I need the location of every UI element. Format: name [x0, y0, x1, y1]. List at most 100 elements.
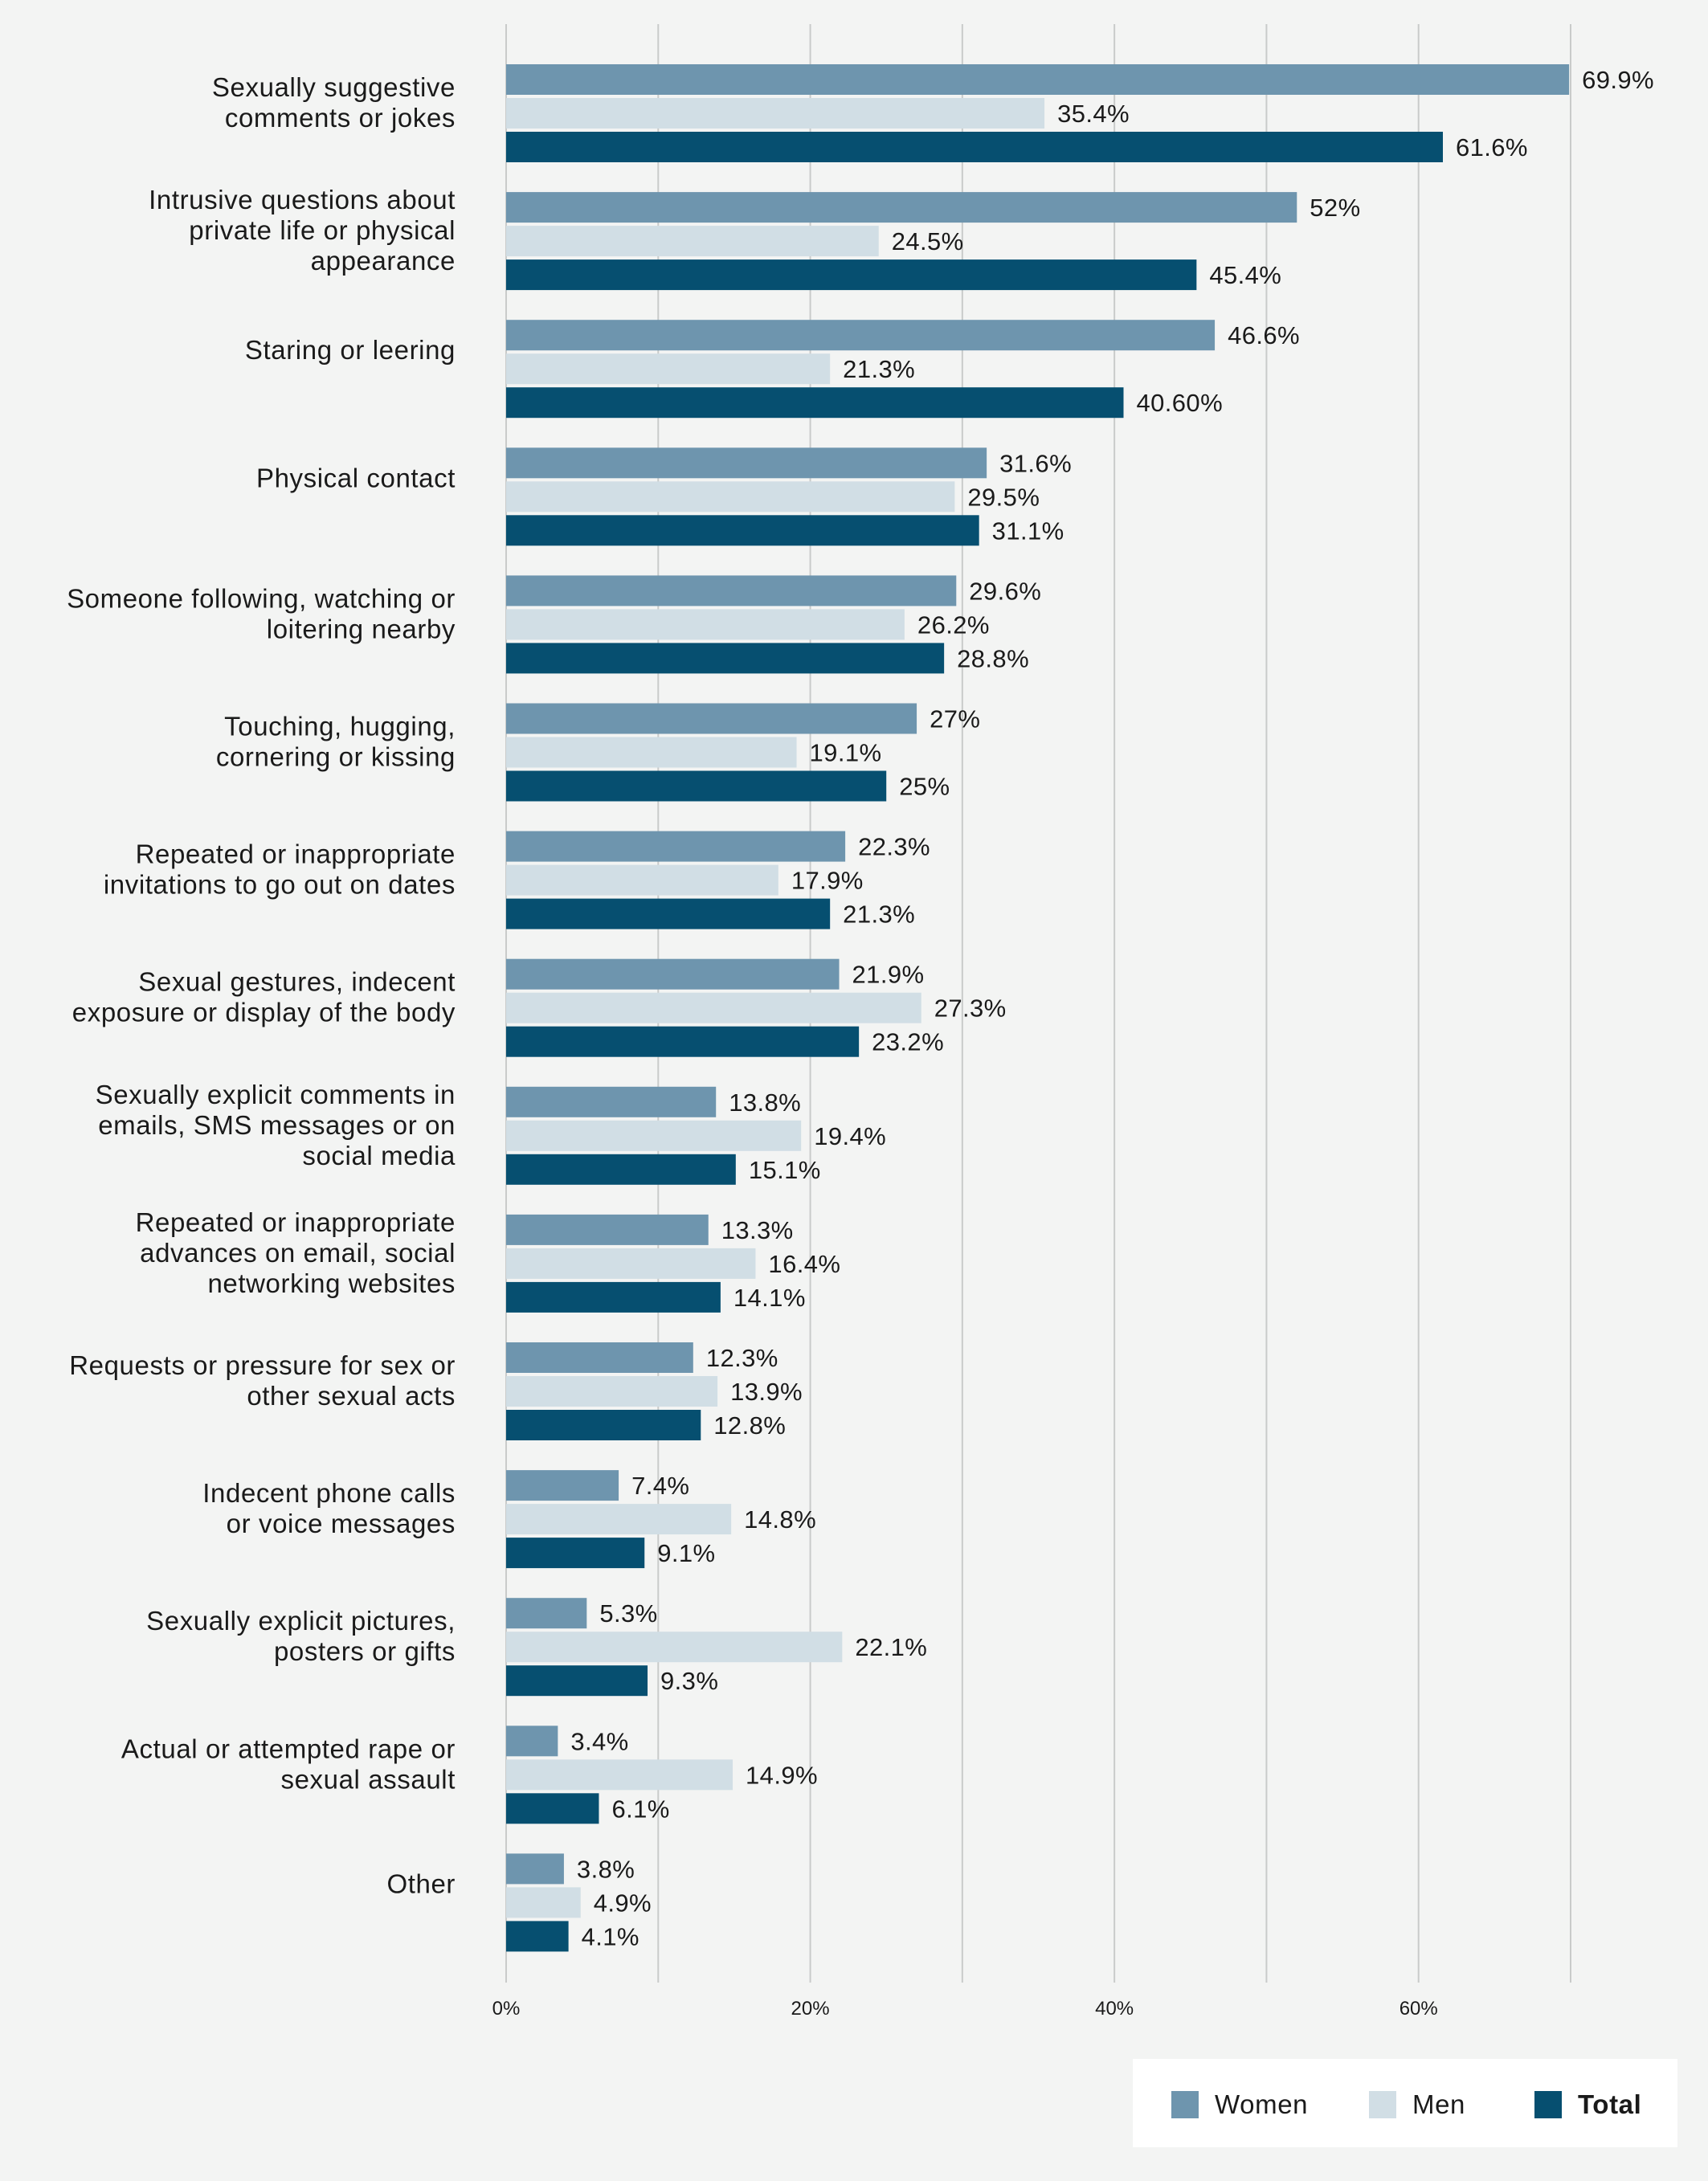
bar-total: [506, 1921, 569, 1952]
bar-total: [506, 1538, 645, 1569]
value-label-total: 28.8%: [957, 644, 1029, 672]
value-label-women: 52%: [1310, 194, 1360, 222]
x-tick-label: 0%: [492, 1998, 521, 2020]
x-axis-ticks: 0% 20% 40% 60%: [492, 1998, 1438, 2020]
value-label-total: 12.8%: [713, 1411, 786, 1440]
value-label-women: 3.8%: [577, 1855, 635, 1883]
bar-men: [506, 992, 921, 1023]
category-label-line: networking websites: [207, 1268, 456, 1298]
bar-men: [506, 1759, 733, 1791]
bar-women: [506, 1342, 693, 1373]
value-label-men: 13.9%: [730, 1378, 803, 1406]
bar-women: [506, 703, 917, 734]
value-label-men: 19.4%: [814, 1122, 886, 1150]
category-label-line: cornering or kissing: [216, 742, 456, 772]
x-tick-label: 60%: [1399, 1998, 1438, 2020]
value-label-total: 9.1%: [657, 1539, 715, 1567]
category-label: Other: [386, 1869, 456, 1898]
value-label-men: 27.3%: [934, 995, 1007, 1023]
bar-total: [506, 898, 831, 929]
bar-total: [506, 1665, 648, 1697]
category-label-line: loitering nearby: [267, 614, 456, 643]
legend-label-total: Total: [1578, 2089, 1641, 2119]
value-label-women: 3.4%: [570, 1727, 628, 1755]
bar-women: [506, 575, 957, 607]
category-label: Sexually explicit pictures, posters or gi…: [146, 1606, 456, 1666]
category-label: Touching, hugging, cornering or kissing: [216, 712, 456, 772]
bar-total: [506, 1026, 860, 1057]
value-label-men: 35.4%: [1057, 100, 1130, 128]
bar-women: [506, 831, 846, 862]
category-label-line: exposure or display of the body: [72, 998, 456, 1027]
category-label-line: Other: [386, 1869, 456, 1898]
bar-total: [506, 1793, 599, 1824]
category-label-line: Touching, hugging,: [224, 712, 456, 741]
category-label-line: Intrusive questions about: [149, 185, 456, 214]
bar-women: [506, 1470, 619, 1501]
category-label-line: or voice messages: [227, 1509, 456, 1538]
category-label-line: Physical contact: [256, 463, 456, 492]
value-label-women: 46.6%: [1228, 321, 1300, 349]
legend: Women Men Total: [1133, 2059, 1677, 2147]
value-label-total: 6.1%: [611, 1795, 669, 1823]
bar-men: [506, 609, 905, 640]
value-label-men: 14.8%: [744, 1505, 816, 1534]
category-label-line: Sexually explicit comments in: [96, 1080, 456, 1109]
bar-men: [506, 1120, 802, 1151]
bar-men: [506, 737, 797, 768]
bar-men: [506, 1504, 732, 1535]
value-label-men: 24.5%: [892, 227, 964, 255]
value-label-women: 21.9%: [852, 961, 925, 989]
category-label: Physical contact: [256, 463, 456, 492]
bar-women: [506, 447, 987, 479]
value-label-men: 14.9%: [746, 1761, 818, 1789]
category-label-line: emails, SMS messages or on: [98, 1110, 456, 1140]
value-label-men: 17.9%: [791, 867, 864, 895]
category-label: Sexual gestures, indecent exposure or dis…: [72, 967, 456, 1027]
category-label: Sexually suggestive comments or jokes: [212, 72, 456, 133]
value-label-men: 21.3%: [843, 355, 915, 383]
value-label-women: 69.9%: [1582, 66, 1654, 94]
bar-total: [506, 1281, 721, 1313]
category-label-line: Repeated or inappropriate: [136, 1207, 456, 1237]
category-label: Indecent phone calls or voice messages: [202, 1478, 456, 1538]
value-label-women: 29.6%: [969, 577, 1041, 605]
bar-women: [506, 64, 1570, 95]
bar-women: [506, 320, 1216, 351]
category-label: Requests or pressure for sex or other sex…: [69, 1350, 456, 1411]
value-label-women: 5.3%: [599, 1599, 657, 1628]
bar-total: [506, 259, 1197, 291]
bar-total: [506, 387, 1124, 419]
category-label: Someone following, watching or loitering …: [67, 583, 456, 643]
category-label-line: Sexual gestures, indecent: [138, 967, 456, 997]
category-label-line: Sexually suggestive: [212, 72, 456, 102]
bar-men: [506, 864, 778, 896]
value-label-total: 45.4%: [1209, 261, 1281, 289]
category-label-line: social media: [302, 1141, 456, 1170]
value-label-total: 14.1%: [733, 1284, 806, 1312]
bar-women: [506, 192, 1297, 223]
category-label-line: private life or physical: [189, 215, 456, 245]
value-label-total: 23.2%: [872, 1028, 944, 1056]
value-label-total: 21.3%: [843, 901, 915, 929]
value-label-women: 7.4%: [631, 1472, 689, 1500]
value-labels: 69.9% 35.4% 61.6% 52% 24.5% 45.4% 46.6% 21.3% 40…: [570, 66, 1654, 1950]
category-label-line: Sexually explicit pictures,: [146, 1606, 456, 1636]
category-label-line: invitations to go out on dates: [104, 870, 456, 900]
category-label-line: Actual or attempted rape or: [121, 1734, 456, 1763]
value-label-women: 12.3%: [706, 1344, 778, 1372]
value-label-men: 29.5%: [967, 483, 1040, 511]
value-label-total: 15.1%: [749, 1156, 821, 1184]
bar-men: [506, 481, 955, 513]
bar-women: [506, 1726, 558, 1757]
bar-total: [506, 515, 979, 546]
bar-women: [506, 1086, 717, 1117]
category-label-line: comments or jokes: [225, 103, 456, 133]
value-label-women: 27%: [930, 705, 980, 733]
category-label: Sexually explicit comments in emails, SMS…: [96, 1080, 456, 1170]
bar-women: [506, 1214, 709, 1245]
category-label-line: sexual assault: [280, 1764, 456, 1794]
bar-total: [506, 132, 1443, 162]
category-label-line: Someone following, watching or: [67, 583, 456, 613]
